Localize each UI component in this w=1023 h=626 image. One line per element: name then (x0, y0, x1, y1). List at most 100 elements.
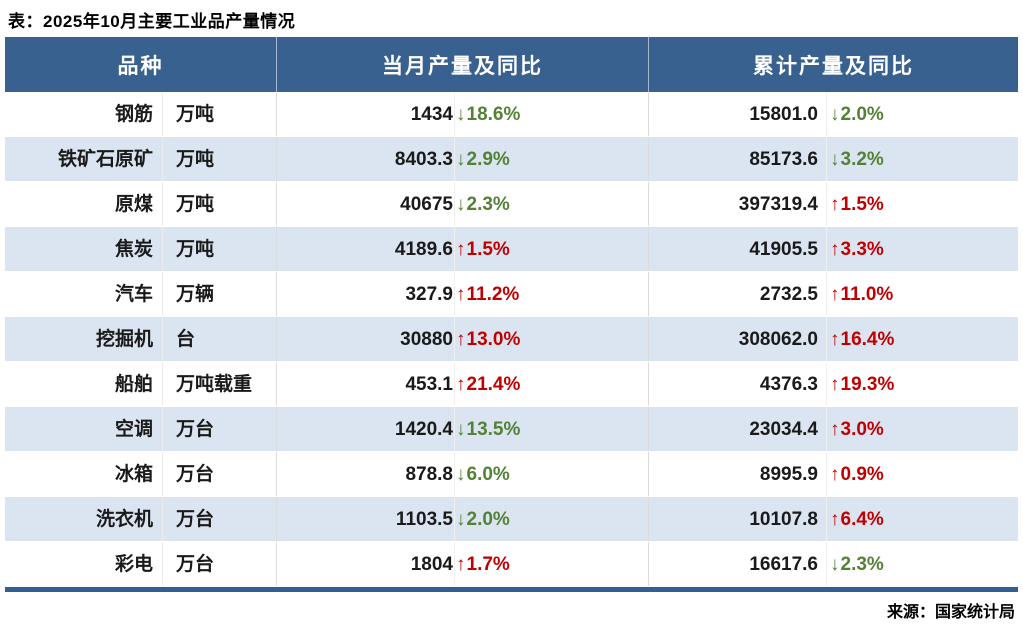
month-change-pct: 13.0% (466, 329, 521, 350)
month-change-pct: 1.5% (466, 239, 510, 260)
cumulative-change-arrow-icon: ↓ (830, 104, 840, 125)
month-change: ↑1.7% (455, 542, 649, 586)
product-name: 彩电 (5, 542, 163, 586)
month-change: ↓2.3% (455, 182, 649, 226)
cumulative-change-pct: 2.3% (840, 554, 884, 575)
cumulative-change-pct: 16.4% (840, 329, 895, 350)
cumulative-change: ↑19.3% (827, 362, 1018, 406)
cumulative-change-pct: 11.0% (840, 284, 894, 305)
cumulative-value: 15801.0 (649, 92, 827, 136)
cumulative-change-arrow-icon: ↑ (830, 194, 840, 215)
product-unit: 万吨载重 (163, 362, 277, 406)
header-monthly-output: 当月产量及同比 (277, 37, 649, 92)
cumulative-change-pct: 3.2% (840, 149, 884, 170)
table-row: 冰箱 万台 878.8 ↓6.0% 8995.9 ↑0.9% (5, 452, 1018, 497)
table-row: 空调 万台 1420.4 ↓13.5% 23034.4 ↑3.0% (5, 407, 1018, 452)
table-body: 钢筋 万吨 1434 ↓18.6% 15801.0 ↓2.0% 铁矿石原矿 万吨… (5, 92, 1018, 587)
cumulative-value: 85173.6 (649, 137, 827, 181)
month-change-arrow-icon: ↑ (456, 329, 466, 350)
product-name: 空调 (5, 407, 163, 451)
product-unit: 万台 (163, 542, 277, 586)
output-table: 品种 当月产量及同比 累计产量及同比 钢筋 万吨 1434 ↓18.6% 158… (5, 37, 1018, 587)
product-unit: 万辆 (163, 272, 277, 316)
month-change: ↑11.2% (455, 272, 649, 316)
cumulative-change-pct: 3.3% (840, 239, 884, 260)
table-row: 挖掘机 台 30880 ↑13.0% 308062.0 ↑16.4% (5, 317, 1018, 362)
month-value: 878.8 (277, 452, 455, 496)
cumulative-value: 10107.8 (649, 497, 827, 541)
cumulative-value: 41905.5 (649, 227, 827, 271)
product-unit: 万吨 (163, 137, 277, 181)
product-name: 钢筋 (5, 92, 163, 136)
cumulative-change: ↑6.4% (827, 497, 1018, 541)
cumulative-change: ↑1.5% (827, 182, 1018, 226)
product-unit: 万台 (163, 452, 277, 496)
month-change-arrow-icon: ↑ (456, 554, 466, 575)
cumulative-value: 23034.4 (649, 407, 827, 451)
cumulative-change: ↑0.9% (827, 452, 1018, 496)
cumulative-value: 8995.9 (649, 452, 827, 496)
product-name: 汽车 (5, 272, 163, 316)
cumulative-change: ↓3.2% (827, 137, 1018, 181)
product-unit: 万吨 (163, 92, 277, 136)
month-change-arrow-icon: ↑ (456, 239, 466, 260)
table-row: 船舶 万吨载重 453.1 ↑21.4% 4376.3 ↑19.3% (5, 362, 1018, 407)
month-change: ↓13.5% (455, 407, 649, 451)
product-name: 铁矿石原矿 (5, 137, 163, 181)
product-name: 挖掘机 (5, 317, 163, 361)
month-change-pct: 13.5% (466, 419, 521, 440)
cumulative-change-pct: 6.4% (840, 509, 884, 530)
month-change-arrow-icon: ↓ (456, 419, 466, 440)
month-value: 30880 (277, 317, 455, 361)
cumulative-change-pct: 0.9% (840, 464, 884, 485)
table-row: 铁矿石原矿 万吨 8403.3 ↓2.9% 85173.6 ↓3.2% (5, 137, 1018, 182)
product-name: 洗衣机 (5, 497, 163, 541)
month-change-pct: 11.2% (466, 284, 520, 305)
month-change-arrow-icon: ↑ (456, 374, 466, 395)
table-row: 彩电 万台 1804 ↑1.7% 16617.6 ↓2.3% (5, 542, 1018, 587)
cumulative-change: ↑3.3% (827, 227, 1018, 271)
table-row: 洗衣机 万台 1103.5 ↓2.0% 10107.8 ↑6.4% (5, 497, 1018, 542)
month-change-pct: 1.7% (466, 554, 510, 575)
cumulative-change: ↑11.0% (827, 272, 1018, 316)
table-row: 原煤 万吨 40675 ↓2.3% 397319.4 ↑1.5% (5, 182, 1018, 227)
product-unit: 万台 (163, 497, 277, 541)
cumulative-change-arrow-icon: ↑ (830, 329, 840, 350)
month-change-arrow-icon: ↓ (456, 104, 466, 125)
cumulative-change-arrow-icon: ↑ (830, 239, 840, 260)
cumulative-change-arrow-icon: ↑ (830, 419, 840, 440)
month-change: ↑21.4% (455, 362, 649, 406)
month-change: ↓18.6% (455, 92, 649, 136)
cumulative-value: 397319.4 (649, 182, 827, 226)
month-change-arrow-icon: ↓ (456, 149, 466, 170)
product-name: 原煤 (5, 182, 163, 226)
page-title: 表：2025年10月主要工业品产量情况 (8, 12, 296, 31)
month-change-arrow-icon: ↓ (456, 464, 466, 485)
month-value: 1804 (277, 542, 455, 586)
month-change-pct: 2.0% (466, 509, 510, 530)
cumulative-change: ↓2.0% (827, 92, 1018, 136)
cumulative-change: ↑3.0% (827, 407, 1018, 451)
cumulative-change: ↑16.4% (827, 317, 1018, 361)
cumulative-change-arrow-icon: ↑ (830, 464, 840, 485)
source-note: 来源：国家统计局 (886, 604, 1015, 621)
month-change: ↓2.0% (455, 497, 649, 541)
cumulative-change-arrow-icon: ↑ (830, 509, 840, 530)
month-change-arrow-icon: ↓ (456, 509, 466, 530)
month-change: ↓6.0% (455, 452, 649, 496)
table-row: 焦炭 万吨 4189.6 ↑1.5% 41905.5 ↑3.3% (5, 227, 1018, 272)
product-name: 船舶 (5, 362, 163, 406)
cumulative-change-pct: 3.0% (840, 419, 884, 440)
month-value: 40675 (277, 182, 455, 226)
month-change-arrow-icon: ↑ (456, 284, 466, 305)
cumulative-change-arrow-icon: ↑ (830, 374, 840, 395)
cumulative-change-arrow-icon: ↑ (830, 284, 840, 305)
month-value: 4189.6 (277, 227, 455, 271)
month-value: 8403.3 (277, 137, 455, 181)
header-product: 品种 (5, 37, 277, 92)
cumulative-value: 308062.0 (649, 317, 827, 361)
product-unit: 万吨 (163, 227, 277, 271)
cumulative-change-pct: 2.0% (840, 104, 884, 125)
cumulative-change-pct: 19.3% (840, 374, 895, 395)
month-change-pct: 18.6% (466, 104, 521, 125)
